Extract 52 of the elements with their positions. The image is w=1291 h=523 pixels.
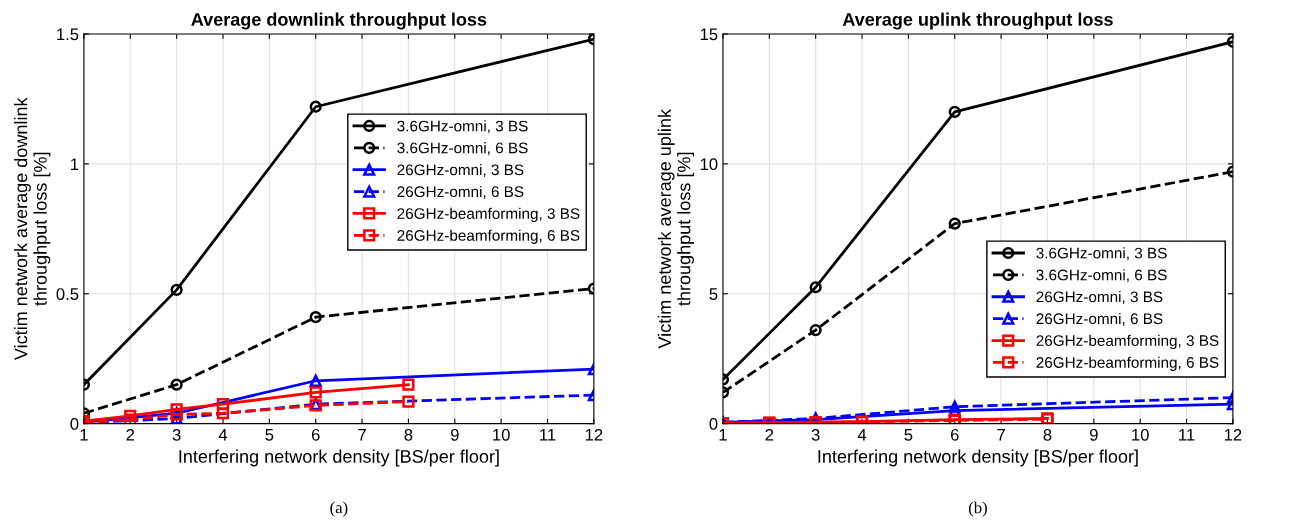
y-tick-label: 1 — [71, 158, 79, 170]
x-tick-label: 4 — [218, 429, 228, 441]
x-tick-label: 6 — [950, 428, 959, 441]
x-tick-label: 2 — [765, 428, 774, 441]
text: (b) — [968, 501, 987, 517]
x-tick-label: 10 — [1132, 428, 1149, 441]
x-tick-label: 7 — [997, 429, 1005, 441]
x-tick-label: 3 — [811, 428, 820, 441]
y-tick-label: 15 — [700, 28, 718, 41]
legend-label: 3.6GHz-omni, 3 BS — [397, 120, 528, 134]
x-tick-label: 11 — [1179, 429, 1195, 441]
y-tick-label: 0 — [70, 418, 79, 430]
x-tick-label: 7 — [358, 429, 366, 441]
x-tick-label: 8 — [404, 428, 413, 441]
x-tick-label: 12 — [1224, 428, 1242, 441]
y-tick-label: 0.5 — [56, 288, 79, 300]
y-axis-title: Victim network average downlink throughput loss [%] — [14, 97, 51, 361]
x-tick-label: 8 — [1043, 428, 1052, 441]
legend-label: 3.6GHz-omni, 3 BS — [1036, 247, 1167, 261]
x-tick-label: 2 — [126, 428, 135, 441]
legend-label: 26GHz-beamforming, 3 BS — [397, 207, 580, 222]
x-tick-label: 5 — [904, 429, 913, 441]
y-tick-label: 10 — [700, 158, 718, 171]
x-tick-label: 1 — [719, 429, 727, 441]
x-tick-label: 6 — [311, 428, 320, 441]
y-tick-label: 0 — [709, 418, 718, 430]
y-tick-label: 5 — [709, 288, 718, 300]
legend-label: 26GHz-omni, 3 BS — [1036, 291, 1163, 305]
legend-label: 26GHz-omni, 3 BS — [397, 164, 524, 178]
legend-label: 26GHz-omni, 6 BS — [1036, 312, 1163, 326]
chart-title: Average downlink throughput loss — [191, 12, 487, 30]
legend-label: 26GHz-beamforming, 6 BS — [397, 229, 580, 244]
x-tick-label: 11 — [540, 429, 556, 441]
x-tick-label: 9 — [450, 428, 459, 441]
x-axis-title: Interfering network density [BS/per floor] — [818, 449, 1138, 467]
x-tick-label: 12 — [585, 428, 603, 441]
x-tick-label: 5 — [265, 429, 274, 441]
x-tick-label: 3 — [172, 428, 181, 441]
x-tick-label: 1 — [80, 429, 88, 441]
x-tick-label: 9 — [1089, 428, 1098, 441]
y-tick-label: 1.5 — [57, 28, 79, 41]
x-tick-label: 4 — [857, 429, 867, 441]
x-tick-label: 10 — [493, 428, 510, 441]
chart-title: Average uplink throughput loss — [842, 12, 1113, 30]
legend-label: 26GHz-beamforming, 6 BS — [1036, 356, 1219, 371]
y-axis-title: Victim network average uplink throughput loss [%] — [657, 109, 695, 349]
legend-label: 26GHz-omni, 6 BS — [397, 185, 524, 199]
legend-label: 3.6GHz-omni, 6 BS — [1036, 269, 1167, 283]
text: (a) — [330, 501, 348, 517]
legend-label: 3.6GHz-omni, 6 BS — [397, 142, 528, 156]
legend-label: 26GHz-beamforming, 3 BS — [1036, 334, 1219, 350]
x-axis-title: Interfering network density [BS/per floor] — [179, 449, 499, 467]
